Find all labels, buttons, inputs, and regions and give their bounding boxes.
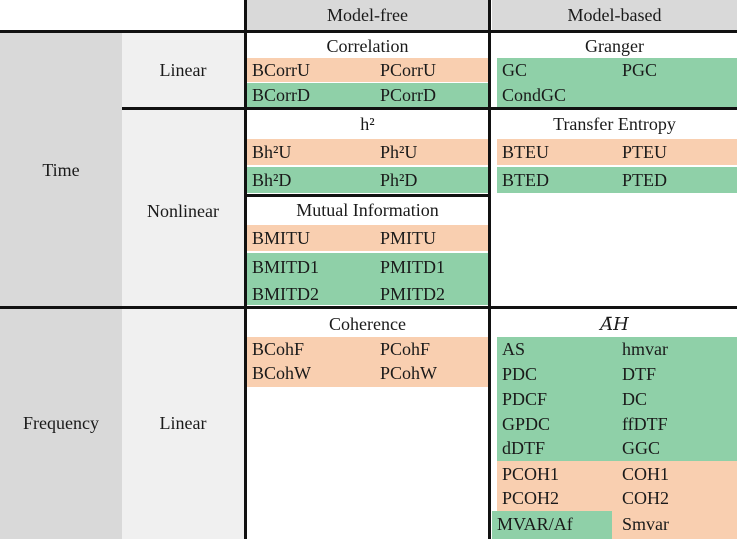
- ah-coh2: COH2: [622, 488, 670, 508]
- ah-smvar-cell: [612, 511, 737, 539]
- row-time-label: Time: [42, 160, 80, 180]
- subrow-linear-freq-cell: [122, 309, 244, 539]
- transfer-entropy-title: Transfer Entropy: [553, 114, 676, 134]
- divider-h-header: [0, 30, 737, 33]
- ah-ggc: GGC: [622, 438, 661, 458]
- ah-ddtf: dDTF: [502, 438, 546, 458]
- mi-pmitd1: PMITD1: [380, 257, 446, 277]
- mi-pmitd2: PMITD2: [380, 284, 446, 304]
- subrow-linear-time-cell: [122, 33, 244, 109]
- coherence-bcohw: BCohW: [252, 363, 312, 383]
- subrow-linear-time-label: Linear: [159, 60, 207, 80]
- ah-ffdtf: ffDTF: [622, 414, 668, 434]
- mi-bmitu: BMITU: [252, 228, 310, 248]
- correlation-row-undirected: [247, 58, 488, 82]
- granger-block: [497, 58, 737, 107]
- subrow-nonlinear-cell: [122, 109, 244, 306]
- ah-pdcf: PDCF: [502, 389, 548, 409]
- correlation-row-directed: [247, 83, 488, 107]
- te-pted: PTED: [622, 170, 667, 190]
- ah-mvar-af: MVAR/Af: [497, 514, 573, 534]
- h2-ph2d: Ph²D: [380, 170, 418, 190]
- te-row-directed: [497, 167, 737, 193]
- coherence-bcohf: BCohF: [252, 339, 305, 359]
- te-bteu: BTEU: [502, 142, 549, 162]
- ah-coh1: COH1: [622, 464, 670, 484]
- subrow-linear-freq-label: Linear: [159, 413, 207, 433]
- correlation-title: Correlation: [326, 36, 409, 56]
- correlation-pcorrd: PCorrD: [380, 85, 437, 105]
- h2-title: h²: [360, 114, 375, 134]
- correlation-bcorru: BCorrU: [252, 60, 310, 80]
- ah-pcoh1: PCOH1: [502, 464, 560, 484]
- ah-orange-block: [497, 461, 737, 511]
- ah-dtf: DTF: [622, 364, 657, 384]
- correlation-bcorrd: BCorrD: [252, 85, 310, 105]
- header-model-free-cell: [247, 0, 488, 30]
- mi-row-undirected: [247, 225, 488, 251]
- h2-row-directed: [247, 167, 488, 193]
- divider-v-left: [244, 0, 247, 539]
- divider-v-middle: [488, 0, 491, 539]
- mutual-information-title: Mutual Information: [296, 200, 439, 220]
- mi-rows-directed: [247, 253, 488, 305]
- ah-as: AS: [502, 339, 526, 359]
- row-frequency-label: Frequency: [23, 413, 99, 433]
- granger-condgc: CondGC: [502, 85, 567, 105]
- mi-bmitd1: BMITD1: [252, 257, 319, 277]
- mi-pmitu: PMITU: [380, 228, 437, 248]
- header-model-free: Model-free: [327, 5, 408, 25]
- divider-h-time-freq: [0, 306, 737, 309]
- row-time-cell: [0, 33, 122, 306]
- header-model-based: Model-based: [567, 5, 662, 25]
- ah-title: 𝐴̄𝐻: [600, 314, 629, 334]
- coherence-pcohw: PCohW: [380, 363, 438, 383]
- divider-h-mi: [244, 194, 491, 197]
- h2-bh2u: Bh²U: [252, 142, 292, 162]
- granger-title: Granger: [585, 36, 644, 56]
- h2-row-undirected: [247, 139, 488, 165]
- ah-mvar-cell: [492, 511, 612, 539]
- ah-hmvar: hmvar: [622, 339, 668, 359]
- coherence-pcohf: PCohF: [380, 339, 431, 359]
- granger-gc: GC: [502, 60, 528, 80]
- ah-pdc: PDC: [502, 364, 538, 384]
- ah-gpdc: GPDC: [502, 414, 551, 434]
- ah-pcoh2: PCOH2: [502, 488, 560, 508]
- coherence-block: [247, 337, 488, 387]
- header-model-based-cell: [492, 0, 737, 30]
- subrow-nonlinear-label: Nonlinear: [147, 201, 219, 221]
- te-bted: BTED: [502, 170, 549, 190]
- h2-bh2d: Bh²D: [252, 170, 292, 190]
- ah-green-block: [497, 337, 737, 461]
- mi-bmitd2: BMITD2: [252, 284, 319, 304]
- granger-pgc: PGC: [622, 60, 658, 80]
- correlation-pcorru: PCorrU: [380, 60, 437, 80]
- h2-ph2u: Ph²U: [380, 142, 418, 162]
- te-pteu: PTEU: [622, 142, 667, 162]
- row-frequency-cell: [0, 309, 122, 539]
- ah-smvar: Smvar: [622, 514, 669, 534]
- ah-dc: DC: [622, 389, 648, 409]
- coherence-title: Coherence: [329, 314, 406, 334]
- divider-h-linear-nonlinear: [122, 107, 737, 110]
- te-row-undirected: [497, 139, 737, 165]
